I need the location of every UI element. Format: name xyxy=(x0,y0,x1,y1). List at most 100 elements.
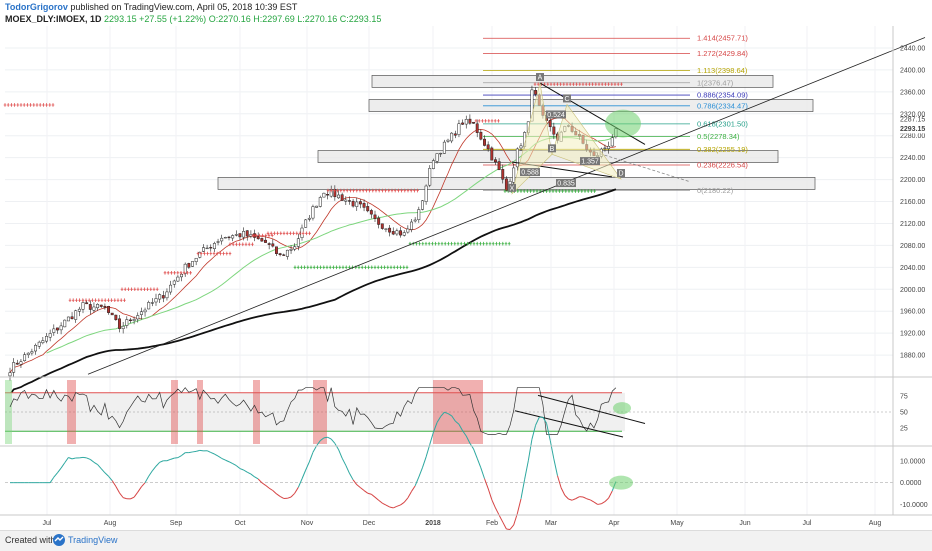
sell-signal-marker xyxy=(286,232,289,236)
harmonic-ratio-label: 0.588 xyxy=(521,170,539,177)
oscillator-segment xyxy=(353,480,357,485)
buy-signal-marker xyxy=(536,189,539,193)
candle-body xyxy=(487,145,489,149)
oscillator-segment xyxy=(375,497,379,500)
oscillator-segment xyxy=(313,446,317,453)
candle-body xyxy=(356,202,358,207)
candle-body xyxy=(498,162,500,170)
candle-body xyxy=(264,240,266,242)
price-tick-label: 2400.00 xyxy=(900,67,925,74)
buy-signal-marker xyxy=(367,266,370,270)
price-chart[interactable]: 1.414(2457.71)1.272(2429.84)1.113(2398.6… xyxy=(0,0,932,530)
candle-body xyxy=(341,195,343,201)
buy-signal-marker xyxy=(390,266,393,270)
buy-signal-marker xyxy=(332,266,335,270)
candle-body xyxy=(472,122,474,123)
rsi-tick-label: 75 xyxy=(900,394,908,401)
candle-body xyxy=(199,252,201,257)
oscillator-segment xyxy=(364,491,368,494)
sell-signal-marker xyxy=(488,119,491,123)
candle-body xyxy=(82,302,84,309)
extra-price-label: 2287.15 xyxy=(900,116,925,123)
rsi-breakout-highlight xyxy=(613,402,631,414)
sell-signal-marker xyxy=(78,298,81,302)
sell-signal-marker xyxy=(213,252,216,256)
sell-signal-marker xyxy=(226,252,229,256)
candle-body xyxy=(71,317,73,319)
time-tick-label: Nov xyxy=(301,520,314,527)
candle-body xyxy=(268,244,270,245)
candle-body xyxy=(297,239,299,247)
oscillator-segment xyxy=(156,462,160,466)
candle-body xyxy=(210,247,212,248)
oscillator-segment xyxy=(120,493,124,498)
oscillator-segment xyxy=(393,506,397,508)
candle-body xyxy=(261,238,263,241)
buy-signal-marker xyxy=(529,189,532,193)
sell-signal-marker xyxy=(273,232,276,236)
rsi-extreme-zone xyxy=(67,380,76,444)
candle-body xyxy=(100,305,102,307)
candle-body xyxy=(440,153,442,154)
sell-signal-marker xyxy=(481,119,484,123)
oscillator-segment xyxy=(211,452,215,454)
buy-signal-marker xyxy=(339,266,342,270)
sell-signal-marker xyxy=(153,287,156,291)
harmonic-ratio-label: 1.357 xyxy=(581,159,599,166)
footer-bar: Created with TradingView xyxy=(0,530,932,551)
oscillator-segment xyxy=(247,472,251,474)
candle-body xyxy=(410,222,412,230)
candle-body xyxy=(38,342,40,346)
sell-signal-marker xyxy=(29,103,32,107)
candle-body xyxy=(553,127,555,134)
candle-body xyxy=(9,373,11,376)
price-tick-label: 2280.00 xyxy=(900,133,925,140)
oscillator-segment xyxy=(87,458,91,460)
oscillator-segment xyxy=(105,473,109,476)
trendline-drawings xyxy=(88,38,925,375)
sell-signal-marker xyxy=(164,271,167,275)
candle-body xyxy=(239,234,241,237)
buy-signal-marker xyxy=(593,189,596,193)
candle-body xyxy=(337,195,339,198)
candle-body xyxy=(221,238,223,241)
buy-signal-marker xyxy=(294,266,297,270)
candle-body xyxy=(180,274,182,277)
buy-signal-marker xyxy=(568,189,571,193)
candle-body xyxy=(465,119,467,124)
candle-body xyxy=(432,161,434,169)
candle-body xyxy=(385,229,387,230)
buy-signal-marker xyxy=(533,189,536,193)
buy-signal-marker xyxy=(558,189,561,193)
oscillator-segment xyxy=(50,477,54,482)
candle-body xyxy=(483,139,485,145)
buy-signal-marker xyxy=(565,189,568,193)
buy-signal-marker xyxy=(380,266,383,270)
fib-label: 0.236(2226.54) xyxy=(697,161,748,170)
oscillator-segment xyxy=(149,471,153,476)
candles xyxy=(9,86,617,381)
oscillator-segment xyxy=(280,496,284,498)
tradingview-brand[interactable]: TradingView xyxy=(68,535,118,545)
oscillator-segment xyxy=(408,491,412,497)
oscillator-segment xyxy=(360,488,364,491)
oscillator-segment xyxy=(269,488,273,490)
sell-signal-marker xyxy=(91,298,94,302)
oscillator-segment xyxy=(178,456,182,458)
candle-body xyxy=(144,310,146,312)
candle-body xyxy=(12,362,14,372)
sell-signal-marker xyxy=(140,287,143,291)
oscillator-segment xyxy=(499,515,503,522)
oscillator-segment xyxy=(65,458,69,463)
oscillator-tick-label: -10.0000 xyxy=(900,502,928,509)
candle-body xyxy=(224,237,226,238)
sell-signal-marker xyxy=(189,271,192,275)
long-term-trendline xyxy=(88,38,925,375)
candle-body xyxy=(414,220,416,221)
buy-signal-marker xyxy=(303,266,306,270)
oscillator-segment xyxy=(598,504,602,505)
buy-signal-marker xyxy=(574,189,577,193)
candle-body xyxy=(418,210,420,220)
buy-signal-marker xyxy=(345,266,348,270)
time-tick-label: Jul xyxy=(43,520,52,527)
